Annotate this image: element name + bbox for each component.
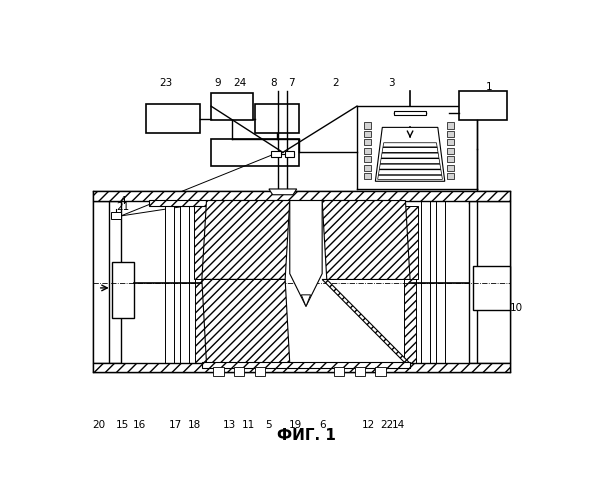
Bar — [364, 122, 371, 128]
Bar — [458, 91, 507, 120]
Bar — [364, 156, 371, 162]
Bar — [165, 200, 174, 364]
Bar — [447, 148, 454, 154]
Bar — [195, 278, 207, 364]
Bar — [194, 206, 208, 280]
Bar — [364, 140, 371, 145]
Bar — [214, 367, 224, 376]
Polygon shape — [322, 280, 410, 363]
Polygon shape — [269, 189, 297, 194]
Text: 20: 20 — [93, 420, 106, 430]
Bar — [447, 156, 454, 162]
Bar — [234, 367, 244, 376]
Bar — [447, 122, 454, 128]
Bar — [436, 200, 445, 364]
Bar — [364, 148, 371, 154]
Bar — [447, 131, 454, 137]
Text: 17: 17 — [169, 420, 182, 430]
Text: 21: 21 — [116, 202, 130, 212]
Polygon shape — [378, 143, 442, 180]
Bar — [285, 151, 294, 157]
Bar — [93, 191, 510, 200]
Polygon shape — [301, 295, 310, 306]
Bar — [447, 140, 454, 145]
Bar — [394, 111, 426, 115]
Bar — [334, 367, 344, 376]
Bar — [421, 200, 430, 364]
Bar — [447, 164, 454, 171]
Text: 18: 18 — [187, 420, 201, 430]
Bar — [376, 367, 386, 376]
Text: 14: 14 — [392, 420, 405, 430]
Bar — [93, 200, 121, 364]
Bar — [180, 200, 189, 364]
Text: 9: 9 — [215, 78, 221, 88]
Bar — [364, 173, 371, 180]
Text: 24: 24 — [233, 78, 247, 88]
Text: 13: 13 — [223, 420, 236, 430]
Text: 12: 12 — [362, 420, 375, 430]
Bar — [146, 104, 199, 133]
Text: 19: 19 — [289, 420, 303, 430]
Text: 10: 10 — [510, 304, 523, 314]
Bar — [355, 367, 365, 376]
Text: 16: 16 — [133, 420, 146, 430]
Bar — [112, 262, 134, 318]
Bar — [211, 139, 299, 166]
Bar — [447, 173, 454, 180]
Text: 15: 15 — [116, 420, 129, 430]
Bar — [404, 206, 418, 280]
Bar — [202, 362, 410, 368]
Text: ФИГ. 1: ФИГ. 1 — [276, 428, 336, 443]
Bar — [404, 278, 416, 364]
Text: 4: 4 — [120, 196, 127, 205]
Polygon shape — [376, 128, 445, 182]
Polygon shape — [202, 200, 290, 280]
Polygon shape — [202, 280, 290, 363]
Bar — [364, 164, 371, 171]
Text: 3: 3 — [388, 78, 395, 88]
Bar — [110, 212, 121, 218]
Bar — [364, 131, 371, 137]
Text: 11: 11 — [242, 420, 255, 430]
Text: 23: 23 — [159, 78, 173, 88]
Bar — [255, 367, 265, 376]
Bar — [255, 104, 299, 133]
Text: 5: 5 — [266, 420, 272, 430]
Polygon shape — [290, 200, 322, 306]
Bar — [149, 200, 389, 206]
Text: 1: 1 — [485, 82, 492, 92]
Bar — [271, 151, 281, 157]
Polygon shape — [322, 200, 410, 280]
Text: 22: 22 — [380, 420, 393, 430]
Text: 6: 6 — [319, 420, 325, 430]
Bar — [469, 200, 510, 364]
Bar — [473, 266, 510, 310]
Text: 8: 8 — [270, 78, 277, 88]
Bar — [211, 92, 253, 120]
Bar — [93, 364, 510, 372]
Text: 2: 2 — [333, 78, 339, 88]
Text: 7: 7 — [288, 78, 294, 88]
